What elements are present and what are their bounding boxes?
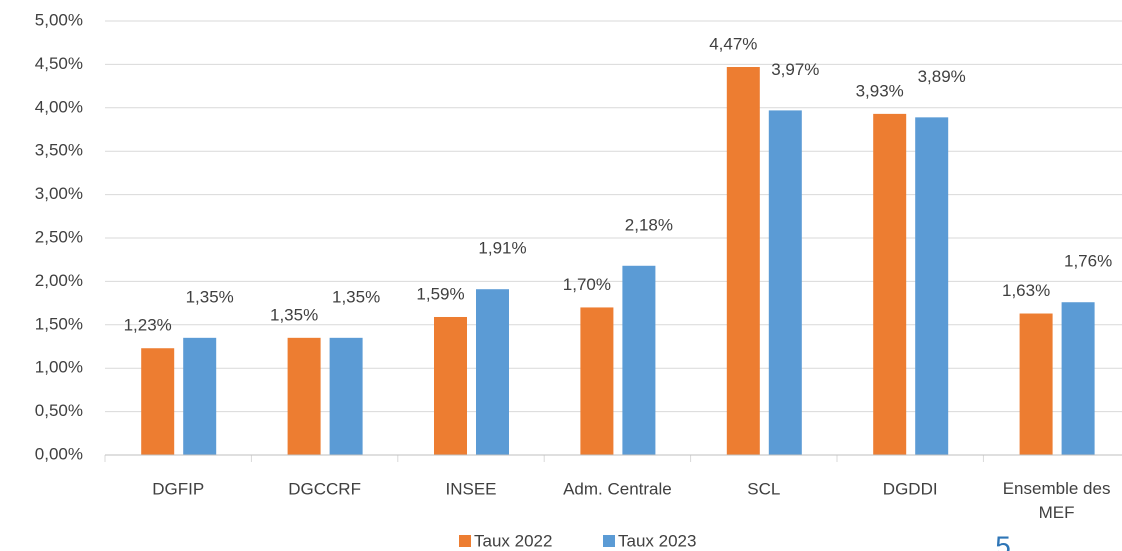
legend-swatch	[459, 535, 471, 547]
data-label: 1,35%	[332, 287, 380, 306]
bar	[1061, 302, 1095, 455]
bar	[434, 316, 467, 455]
x-tick-label: SCL	[747, 479, 780, 498]
bar	[768, 110, 802, 456]
y-tick-label: 1,50%	[35, 314, 83, 333]
bar	[622, 265, 656, 455]
bar	[873, 113, 907, 455]
bar	[329, 337, 363, 455]
y-tick-label: 0,00%	[35, 444, 83, 463]
data-label: 3,93%	[856, 81, 904, 100]
data-label: 1,63%	[1002, 281, 1050, 300]
bar	[141, 348, 175, 455]
data-label: 1,91%	[478, 239, 526, 258]
y-tick-label: 5,00%	[35, 10, 83, 29]
data-label: 3,97%	[771, 60, 819, 79]
data-label: 4,47%	[709, 34, 757, 53]
bar	[287, 337, 321, 455]
data-label: 3,89%	[918, 67, 966, 86]
data-label: 1,23%	[124, 316, 172, 335]
y-tick-label: 2,50%	[35, 227, 83, 246]
data-label: 1,35%	[270, 305, 318, 324]
page-number: 5	[995, 530, 1011, 551]
legend-label: Taux 2023	[618, 531, 696, 550]
bar	[580, 307, 614, 455]
bar	[726, 67, 760, 455]
y-tick-label: 3,00%	[35, 184, 83, 203]
y-tick-label: 4,00%	[35, 97, 83, 116]
data-label: 1,59%	[416, 284, 464, 303]
data-label: 1,70%	[563, 275, 611, 294]
bar	[1019, 313, 1053, 455]
y-tick-label: 4,50%	[35, 54, 83, 73]
y-tick-label: 2,00%	[35, 271, 83, 290]
bar	[915, 117, 949, 456]
data-label: 1,76%	[1064, 252, 1112, 271]
x-tick-label: DGCCRF	[288, 479, 361, 498]
y-tick-label: 1,00%	[35, 358, 83, 377]
x-tick-label: DGDDI	[883, 479, 938, 498]
x-tick-label: Ensemble des MEF	[1003, 479, 1111, 522]
bar	[183, 337, 217, 455]
x-tick-label: Adm. Centrale	[563, 479, 672, 498]
x-tick-label: INSEE	[445, 479, 496, 498]
data-label: 1,35%	[186, 287, 234, 306]
y-tick-label: 3,50%	[35, 141, 83, 160]
y-tick-label: 0,50%	[35, 401, 83, 420]
legend-swatch	[603, 535, 615, 547]
data-label: 2,18%	[625, 215, 673, 234]
legend-label: Taux 2022	[474, 531, 552, 550]
x-tick-label: DGFIP	[152, 479, 204, 498]
bar	[476, 289, 509, 455]
